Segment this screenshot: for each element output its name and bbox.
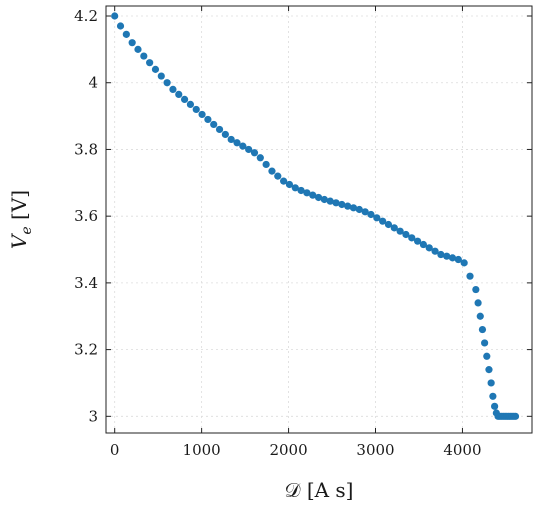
data-point [134,45,142,53]
data-point [413,237,422,245]
data-point [402,230,410,239]
data-point [487,379,495,387]
ticks: 0 1000 2000 3000 4000 3 3.2 3.4 3.6 3.8 4 4.2 [74,6,532,459]
data-point [474,299,482,307]
data-point [437,250,445,259]
data-point [472,285,480,294]
data-point [175,90,183,99]
data-point [163,79,171,87]
x-tick-label: 2000 [269,441,307,459]
y-tick-label: 4 [88,74,98,92]
data-point [367,210,375,219]
data-point [511,412,520,420]
data-point [122,30,130,38]
data-point [431,247,439,255]
y-tick-label: 4.2 [74,7,98,25]
data-point [186,100,195,109]
data-point [210,120,218,129]
data-point [320,195,328,204]
data-point [344,202,352,210]
y-tick-label: 3.4 [74,274,98,292]
data-point [268,167,276,175]
y-tick-label: 3 [88,407,98,425]
data-point [151,65,160,73]
data-point [373,214,381,222]
y-tick-label: 3.2 [74,341,98,359]
data-point [146,59,154,67]
data-point [198,110,206,119]
data-point [262,160,270,169]
data-point [481,339,489,347]
y-axis-label: Ve [V] [7,190,35,249]
data-point [274,172,282,180]
data-point [256,154,264,162]
x-tick-label: 1000 [183,441,221,459]
data-point [128,39,136,47]
y-tick-label: 3.8 [74,140,98,158]
data-point [384,220,393,229]
data-point [332,199,340,207]
data-point [338,200,346,209]
data-point [390,224,398,232]
data-points [111,12,520,420]
data-point [466,272,474,280]
x-tick-label: 4000 [443,441,481,459]
x-tick-label: 3000 [356,441,394,459]
data-point [425,244,433,252]
data-point [221,130,229,139]
grid [106,6,532,433]
data-point [111,12,119,20]
data-point [355,205,363,214]
data-point [419,240,428,249]
data-point [227,135,235,144]
data-point [180,95,189,104]
data-point [408,234,416,242]
data-point [454,255,462,264]
x-axis-label: 𝒟 [A s] [285,478,354,502]
plot-frame [105,5,533,434]
data-point [483,352,491,360]
data-point [116,22,125,30]
data-point [280,177,288,185]
data-point [169,85,177,93]
data-point [192,105,200,114]
y-tick-label: 3.6 [74,207,98,225]
data-point [448,254,457,262]
data-point [233,139,241,147]
data-point [326,197,334,205]
data-point [239,142,247,150]
data-point [489,392,497,400]
data-point [245,145,253,154]
data-point [140,52,148,60]
data-point [478,325,487,334]
data-point [309,191,317,199]
data-point [297,186,305,195]
data-point [303,189,311,197]
data-point [250,149,259,157]
data-point [291,184,299,192]
data-point [349,204,358,212]
data-point [285,180,294,189]
data-point [460,259,468,267]
data-point [314,193,323,202]
data-point [476,312,484,320]
data-point [491,402,499,410]
data-point [215,125,224,134]
data-point [361,208,369,216]
data-point [157,72,165,80]
data-point [379,217,387,225]
data-point [396,227,404,235]
data-point [204,115,212,124]
data-point [485,366,493,374]
data-point [443,252,451,260]
x-tick-label: 0 [110,441,120,459]
